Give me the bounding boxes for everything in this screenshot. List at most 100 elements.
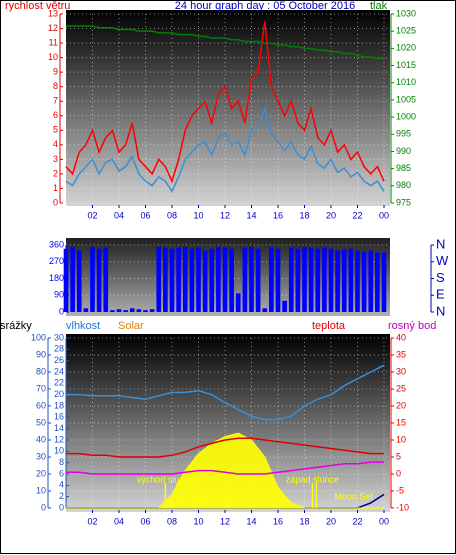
bar [355,250,360,312]
bar [182,246,188,312]
y-tick-label: 18 [54,400,64,410]
x-tick-label: 10 [193,516,203,526]
y-tick-label: 20 [396,400,406,410]
y-tick-label: 985 [396,163,411,173]
event-label: Moon Set [334,491,373,501]
x-tick-label: 18 [299,516,309,526]
series-label: srážky [0,320,32,332]
y-tick-label: 1030 [396,8,416,18]
bar [375,252,380,312]
y-tick-label: 12 [54,434,64,444]
bar [70,246,75,312]
event-label: západ slunce [286,474,339,484]
y-tick-label: 1005 [396,94,416,104]
x-tick-label: 14 [246,210,256,220]
bar [262,308,268,312]
x-tick-label: 02 [87,516,97,526]
y-tick-label: 990 [396,146,411,156]
bar [229,248,234,312]
bar [295,248,301,312]
bar [116,309,122,312]
x-tick-label: 18 [299,210,309,220]
y-tick-label: N [436,303,445,318]
bar [163,247,168,312]
y-tick-label: 0 [41,502,46,512]
bar [255,248,261,312]
y-tick-label: 40 [396,332,406,342]
series-label: teplota [312,320,346,332]
x-tick-label: 04 [114,210,124,220]
x-tick-label: 20 [326,516,336,526]
x-tick-label: 22 [352,516,362,526]
plot-background [66,238,390,316]
x-tick-label: 06 [140,210,150,220]
y-tick-label: 13 [48,8,58,18]
y-tick-label: 2 [53,168,58,178]
y-tick-label: 80 [36,366,46,376]
bar [275,248,281,312]
y-tick-label: 24 [54,366,64,376]
y-tick-label: 10 [54,446,64,456]
area [66,432,384,509]
bar [361,251,367,312]
bar [282,300,287,312]
y-tick-label: 270 [49,256,64,266]
y-tick-label: 1020 [396,43,416,53]
y-tick-label: 90 [36,349,46,359]
y-tick-label: 30 [396,366,406,376]
y-tick-label: 3 [53,154,58,164]
line [65,21,385,184]
bar [202,250,208,312]
x-tick-label: 00 [379,516,389,526]
bar [136,309,142,312]
bar [335,250,340,312]
bar [249,246,254,312]
x-tick-label: 22 [352,210,362,220]
y-tick-label: 70 [36,383,46,393]
y-tick-label: 180 [49,273,64,283]
y-tick-label: 90 [54,290,64,300]
x-tick-label: 04 [114,516,124,526]
y-tick-label: -5 [396,485,404,495]
bar [242,247,248,312]
y-tick-label: 9 [53,67,58,77]
y-tick-label: 995 [396,129,411,139]
event-label: Moon Rise [195,491,238,501]
bar [322,247,327,312]
bar [341,249,347,312]
bar [381,252,387,312]
bar [103,247,109,312]
bar [156,246,162,312]
line [66,364,385,421]
bar [328,248,334,312]
line [66,25,384,60]
series-label: Solar [118,320,144,332]
bar [63,248,69,312]
y-tick-label: 6 [59,468,64,478]
bar [189,248,195,312]
y-tick-label: 8 [53,81,58,91]
y-tick-label: 360 [49,239,64,249]
y-tick-label: 35 [396,349,406,359]
y-tick-label: 10 [36,485,46,495]
event-label: východ slunce [137,474,194,484]
bar [216,246,221,312]
y-tick-label: 1010 [396,77,416,87]
y-tick-label: 60 [36,400,46,410]
x-tick-label: 08 [167,210,177,220]
y-tick-label: 30 [36,451,46,461]
y-tick-label: W [436,253,449,268]
y-tick-label: 28 [54,344,64,354]
y-tick-label: 975 [396,197,411,207]
y-tick-label: 6 [53,110,58,120]
bar [288,247,294,312]
y-tick-label: N [436,236,445,251]
y-tick-label: 22 [54,378,64,388]
y-tick-label: 12 [48,23,58,33]
y-tick-label: 15 [396,417,406,427]
y-tick-label: 11 [49,37,58,47]
y-tick-label: 980 [396,180,411,190]
y-tick-label: 2 [59,491,64,501]
bar [368,250,374,312]
series-label: vlhkost [66,320,100,332]
